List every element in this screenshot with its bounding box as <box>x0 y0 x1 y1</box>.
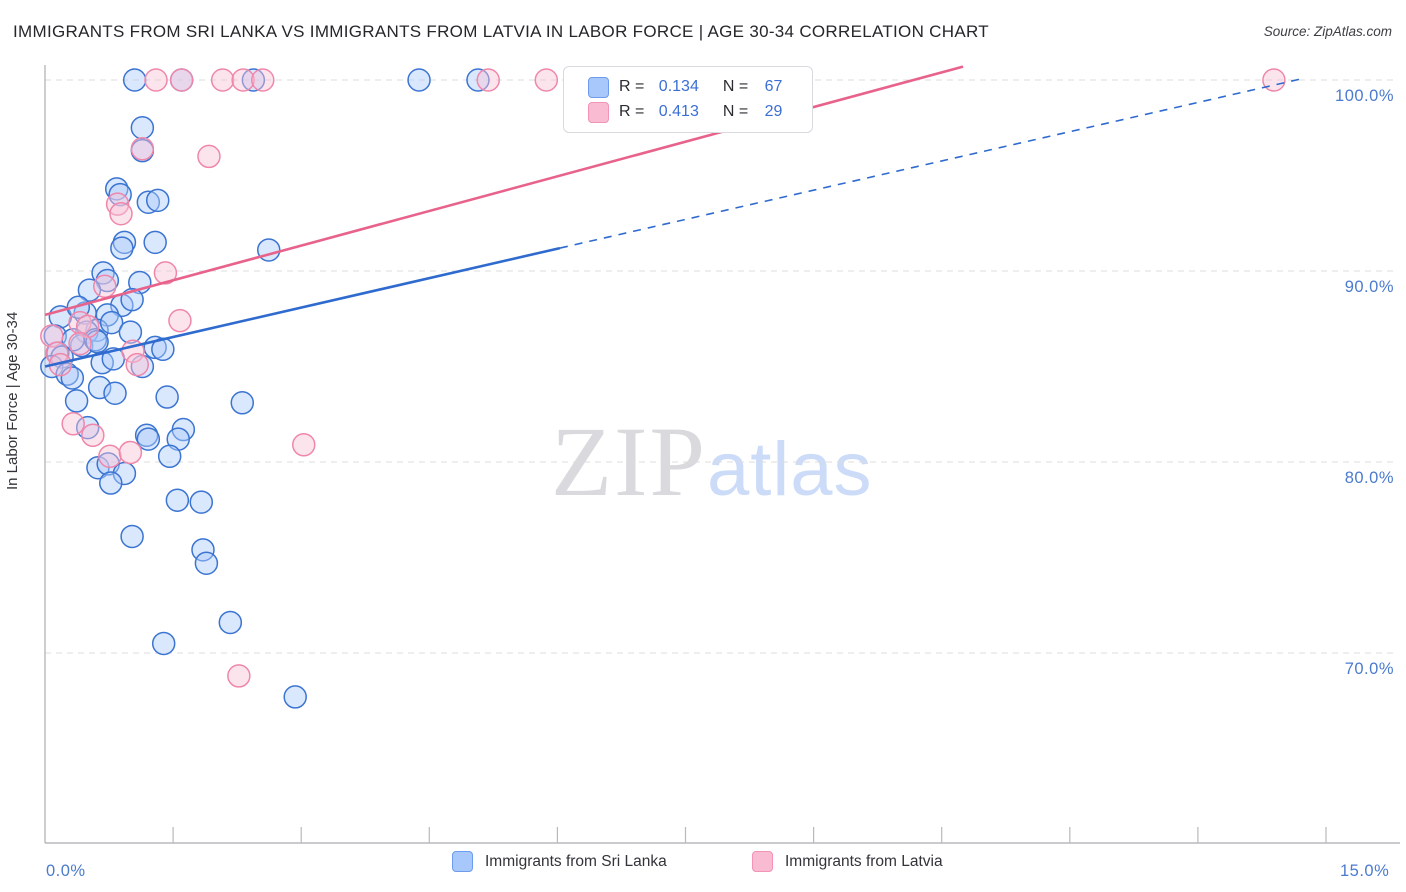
latvia-point <box>1262 68 1286 92</box>
sri-lanka-point <box>230 391 255 415</box>
sri-lanka-point <box>136 427 161 451</box>
sri-lanka-point <box>103 381 127 405</box>
sri-lanka-point <box>155 385 179 409</box>
sri-lanka-point <box>189 490 214 514</box>
latvia-point <box>231 68 255 92</box>
n-value: 67 <box>764 78 783 95</box>
sri-lanka-point <box>283 685 307 709</box>
sri-lanka-swatch-icon <box>588 76 609 98</box>
y-tick-label-70.0%: 70.0% <box>1344 660 1394 678</box>
latvia-point <box>534 68 559 92</box>
sri-lanka-point <box>466 68 490 92</box>
sri-lanka-point <box>143 230 167 255</box>
x-axis-min-label: 0.0% <box>46 862 86 880</box>
latvia-swatch-icon <box>588 101 609 123</box>
sri-lanka-point <box>194 551 219 575</box>
latvia-point <box>61 412 85 436</box>
bottom-legend-item-latvia: Immigrants from Latvia <box>752 851 943 872</box>
latvia-point <box>98 444 122 469</box>
source-label: Source: ZipAtlas.com <box>1263 24 1392 39</box>
latvia-point <box>168 308 192 333</box>
latvia-point <box>169 68 194 92</box>
r-value: 0.134 <box>658 78 699 95</box>
latvia-point <box>93 274 117 299</box>
sri-lanka-point <box>60 366 85 390</box>
sri-lanka-point <box>130 116 155 140</box>
latvia-point <box>144 68 168 92</box>
y-axis-label: In Labor Force | Age 30-34 <box>4 311 21 490</box>
sri-lanka-swatch-icon <box>452 851 473 872</box>
sri-lanka-point <box>77 278 102 302</box>
latvia-point <box>125 352 149 377</box>
r-value: 0.413 <box>658 103 699 120</box>
bottom-legend-label: Immigrants from Latvia <box>785 852 943 870</box>
latvia-point <box>118 440 143 465</box>
correlation-legend-box: R = 0.134 N = 67 R = 0.413 N = 29 <box>563 66 813 133</box>
legend-row-sri-lanka: R = 0.134 N = 67 <box>588 76 812 98</box>
sri-lanka-point <box>99 471 123 495</box>
latvia-point <box>105 192 130 216</box>
sri-lanka-point <box>122 68 147 92</box>
sri-lanka-point <box>241 68 266 92</box>
sri-lanka-point <box>108 182 132 207</box>
n-value: 29 <box>764 103 783 120</box>
latvia-point <box>292 433 316 457</box>
r-label: R = <box>619 78 649 95</box>
latvia-point <box>476 68 500 92</box>
sri-lanka-point <box>136 190 161 214</box>
sri-lanka-trend-line <box>44 246 561 368</box>
latvia-point <box>210 68 235 92</box>
page-title: IMMIGRANTS FROM SRI LANKA VS IMMIGRANTS … <box>13 22 989 41</box>
sri-lanka-point <box>99 310 124 335</box>
sri-lanka-trend-line-extension <box>559 77 1305 249</box>
latvia-point <box>197 144 221 169</box>
sri-lanka-point <box>407 68 431 92</box>
y-tick-label-80.0%: 80.0% <box>1344 469 1394 487</box>
bottom-legend-item-sri-lanka: Immigrants from Sri Lanka <box>452 851 667 872</box>
sri-lanka-point <box>165 488 190 512</box>
bottom-legend-label: Immigrants from Sri Lanka <box>485 852 667 870</box>
latvia-point <box>109 201 133 226</box>
r-label: R = <box>619 103 649 120</box>
x-axis-max-label: 15.0% <box>1340 862 1390 880</box>
latvia-point <box>68 331 92 356</box>
sri-lanka-point <box>191 538 215 562</box>
sri-lanka-point <box>218 610 243 635</box>
n-label: N = <box>722 103 753 120</box>
legend-row-latvia: R = 0.413 N = 29 <box>588 101 812 123</box>
sri-lanka-point <box>87 375 112 400</box>
latvia-point <box>130 137 155 161</box>
sri-lanka-point <box>64 389 89 413</box>
latvia-trend-line <box>44 65 964 317</box>
latvia-swatch-icon <box>752 851 773 872</box>
sri-lanka-point <box>118 320 143 344</box>
latvia-point <box>81 423 105 448</box>
sri-lanka-point <box>134 423 159 448</box>
latvia-point <box>227 664 251 688</box>
n-label: N = <box>722 78 753 95</box>
sri-lanka-point <box>120 524 144 549</box>
y-tick-label-90.0%: 90.0% <box>1344 278 1394 296</box>
latvia-point <box>251 68 275 92</box>
y-tick-label-100.0%: 100.0% <box>1335 87 1394 105</box>
bottom-legend: Immigrants from Sri Lanka Immigrants fro… <box>0 851 1406 877</box>
sri-lanka-point <box>145 188 170 213</box>
sri-lanka-point <box>151 631 176 656</box>
latvia-point <box>75 314 100 339</box>
sri-lanka-point <box>110 236 134 260</box>
sri-lanka-point <box>40 354 64 379</box>
sri-lanka-point <box>157 444 182 469</box>
latvia-point <box>153 261 178 285</box>
